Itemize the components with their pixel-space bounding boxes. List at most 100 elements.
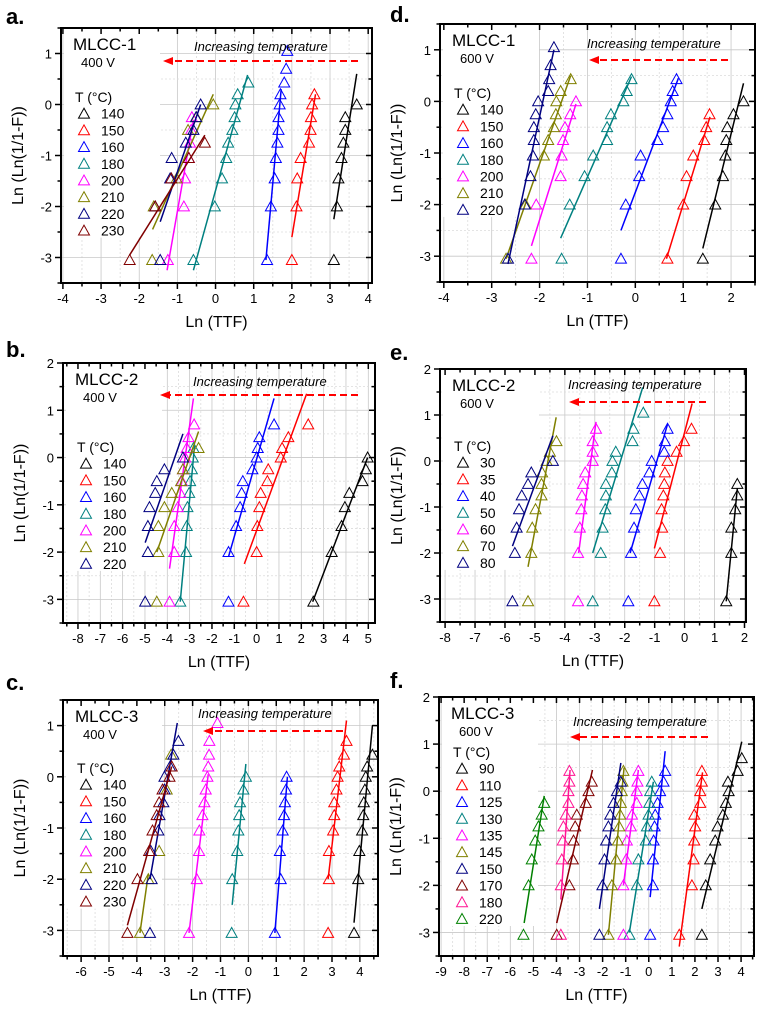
data-point [574, 502, 588, 515]
x-tick-label: -2 [597, 964, 609, 979]
x-tick-label: -1 [172, 291, 184, 306]
data-point [357, 795, 371, 808]
legend-label: 180 [480, 152, 504, 168]
data-point [611, 834, 625, 846]
legend-marker-triangle-icon [456, 506, 470, 518]
data-point [676, 198, 690, 210]
data-point [661, 252, 674, 264]
data-point [182, 430, 195, 443]
legend-background [443, 27, 539, 217]
panel-letter: f. [390, 668, 403, 693]
data-point [656, 120, 670, 133]
legend-marker-triangle-icon [455, 828, 469, 841]
data-point [537, 796, 551, 808]
data-point [275, 441, 289, 453]
series-150 [285, 87, 321, 265]
x-axis-label: Ln (TTF) [185, 314, 247, 331]
legend-label: 220 [103, 877, 127, 893]
data-point [693, 784, 707, 797]
data-point [648, 594, 661, 607]
data-point [321, 926, 335, 938]
data-point [274, 87, 287, 100]
x-tick-label: 1 [668, 964, 675, 979]
y-tick-label: -1 [419, 500, 431, 515]
series-140 [696, 83, 750, 264]
data-point [693, 796, 707, 808]
panel-letter: b. [6, 337, 26, 362]
data-point [598, 502, 612, 515]
data-point [699, 120, 713, 133]
data-point [525, 852, 539, 865]
series-180 [225, 763, 253, 938]
data-point [730, 488, 744, 501]
legend-label: 200 [103, 523, 127, 539]
data-point [148, 486, 162, 498]
data-point [337, 748, 351, 760]
y-tick-label: -1 [42, 498, 54, 513]
data-point [687, 808, 701, 820]
device-label: MLCC-2 [75, 370, 138, 389]
data-point [269, 151, 283, 163]
legend-label: 40 [480, 488, 496, 504]
data-point [555, 149, 568, 161]
x-tick-label: 0 [212, 291, 219, 306]
series-150 [237, 393, 315, 607]
data-point [657, 477, 671, 489]
data-point [570, 808, 584, 820]
data-point [549, 107, 563, 120]
series-220 [501, 40, 561, 265]
data-point [219, 151, 233, 163]
legend-label: 30 [480, 455, 496, 471]
data-point [630, 784, 644, 797]
data-point [666, 84, 680, 96]
data-point [152, 545, 165, 557]
legend-marker-triangle-icon [79, 778, 93, 790]
x-tick-label: -9 [435, 964, 447, 979]
data-point [272, 123, 285, 135]
data-point [653, 784, 667, 797]
data-point [164, 171, 178, 184]
data-point [322, 872, 336, 885]
data-point [697, 133, 711, 145]
x-tick-label: -1 [649, 630, 661, 645]
fit-line [179, 445, 196, 602]
data-point [677, 434, 691, 447]
data-point [600, 133, 614, 145]
legend-marker-triangle-icon [79, 794, 93, 807]
data-point [643, 928, 657, 940]
data-point [508, 546, 522, 558]
y-axis-label: Ln (Ln(1/1-F)) [10, 106, 27, 205]
voltage-label: 400 V [83, 727, 117, 742]
x-tick-label: 0 [253, 631, 260, 646]
data-point [273, 97, 287, 110]
data-point [525, 521, 539, 533]
data-point [192, 844, 206, 856]
series-30 [719, 477, 744, 607]
data-point [158, 462, 171, 475]
x-tick-label: -6 [117, 631, 129, 646]
data-point [524, 465, 538, 478]
data-point [599, 834, 613, 846]
legend-label: 140 [103, 777, 127, 793]
data-point [521, 477, 535, 489]
data-point [294, 151, 307, 163]
data-point [178, 171, 192, 184]
data-point [648, 819, 661, 832]
data-point [222, 545, 235, 557]
fit-line [311, 457, 369, 602]
legend-label: 110 [479, 777, 502, 793]
data-point [239, 770, 253, 782]
x-tick-label: -7 [481, 964, 493, 979]
data-point [532, 819, 545, 832]
data-point [569, 94, 583, 107]
legend-label: 150 [101, 122, 125, 138]
legend-label: 160 [103, 810, 127, 826]
data-point [506, 594, 519, 607]
data-point [231, 87, 245, 100]
data-point [554, 878, 568, 891]
data-point [521, 594, 535, 607]
fit-line [725, 488, 739, 602]
data-point [695, 928, 709, 940]
